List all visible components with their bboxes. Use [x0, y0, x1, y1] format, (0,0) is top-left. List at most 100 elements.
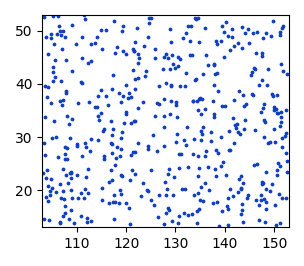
Point	[267, 139, 272, 144]
Point	[176, 214, 181, 218]
Point	[141, 181, 146, 186]
Point	[240, 45, 245, 50]
Point	[252, 66, 257, 71]
Point	[279, 120, 284, 124]
Point	[114, 156, 119, 160]
Point	[120, 49, 125, 53]
Point	[169, 84, 174, 88]
Point	[42, 15, 47, 19]
Point	[126, 91, 131, 95]
Point	[264, 31, 268, 35]
Point	[254, 51, 258, 55]
Point	[132, 49, 136, 53]
Point	[155, 101, 160, 106]
Point	[236, 89, 241, 93]
Point	[60, 103, 65, 107]
Point	[61, 29, 66, 34]
Point	[68, 171, 73, 175]
Point	[278, 124, 282, 128]
Point	[150, 132, 155, 137]
Point	[240, 202, 244, 206]
Point	[271, 94, 276, 98]
Point	[131, 49, 136, 53]
Point	[63, 156, 67, 161]
Point	[212, 82, 216, 87]
Point	[260, 51, 264, 56]
Point	[80, 55, 85, 60]
Point	[69, 117, 74, 121]
Point	[115, 145, 120, 149]
Point	[117, 188, 122, 192]
Point	[162, 97, 167, 101]
Point	[168, 82, 173, 87]
Point	[128, 222, 133, 226]
Point	[248, 73, 253, 77]
Point	[244, 196, 249, 201]
Point	[227, 186, 232, 191]
Point	[256, 218, 261, 222]
Point	[280, 196, 285, 200]
Point	[148, 198, 153, 202]
Point	[66, 217, 71, 221]
Point	[120, 93, 125, 98]
Point	[169, 98, 174, 103]
Point	[233, 126, 238, 130]
Point	[252, 163, 257, 167]
Point	[283, 196, 288, 200]
Point	[277, 192, 282, 197]
Point	[272, 140, 277, 144]
Point	[199, 132, 204, 136]
Point	[226, 207, 231, 211]
Point	[263, 186, 268, 191]
Point	[166, 208, 171, 212]
Point	[277, 164, 282, 168]
Point	[226, 196, 230, 200]
Point	[228, 148, 233, 152]
Point	[181, 35, 185, 40]
Point	[200, 199, 205, 203]
Point	[272, 127, 277, 131]
Point	[65, 157, 70, 161]
Point	[137, 56, 142, 61]
Point	[184, 70, 189, 75]
Point	[75, 196, 80, 200]
Point	[58, 99, 63, 103]
Point	[216, 224, 221, 228]
Point	[212, 63, 217, 68]
Point	[191, 99, 196, 103]
Point	[156, 193, 161, 197]
Point	[69, 207, 74, 212]
Point	[112, 163, 117, 167]
Point	[214, 42, 219, 46]
Point	[107, 201, 112, 205]
Point	[191, 152, 195, 156]
Point	[194, 99, 199, 103]
Point	[96, 114, 101, 118]
Point	[98, 88, 103, 92]
Point	[264, 207, 269, 211]
Point	[132, 77, 137, 81]
Point	[241, 93, 246, 97]
Point	[259, 78, 264, 82]
Point	[43, 115, 47, 119]
Point	[213, 174, 218, 178]
Point	[230, 116, 235, 120]
Point	[196, 207, 201, 211]
Point	[219, 104, 224, 108]
Point	[45, 95, 50, 99]
Point	[239, 173, 244, 178]
Point	[53, 58, 57, 62]
Point	[132, 150, 137, 154]
Point	[280, 145, 285, 149]
Point	[74, 172, 79, 177]
Point	[225, 204, 230, 208]
Point	[74, 142, 79, 146]
Point	[279, 115, 284, 119]
Point	[261, 135, 266, 139]
Point	[130, 168, 134, 172]
Point	[250, 93, 255, 97]
Point	[236, 190, 241, 194]
Point	[167, 27, 172, 31]
Point	[272, 105, 277, 110]
Point	[115, 45, 120, 49]
